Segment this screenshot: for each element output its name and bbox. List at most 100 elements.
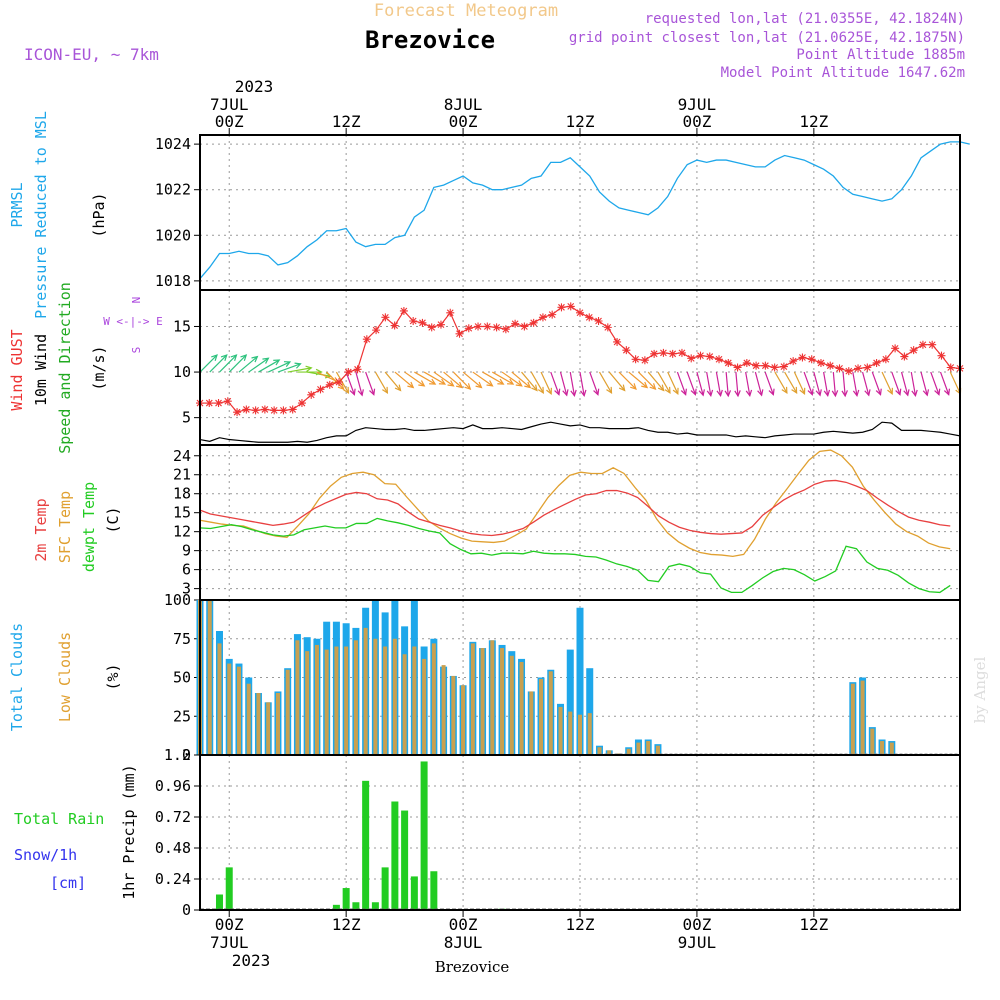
wind-arrow-shaft-76 bbox=[939, 371, 950, 395]
wind-arrow-head-37 bbox=[562, 389, 569, 397]
bottom-year: 2023 bbox=[232, 951, 271, 970]
wind-arrow-shaft-67 bbox=[852, 371, 858, 396]
wind-unit: (m/s) bbox=[90, 345, 108, 390]
wind-arrow-head-16 bbox=[357, 389, 364, 397]
wind-arrow-49 bbox=[676, 371, 687, 396]
plot-area: 1018102010221024510153691215182124025507… bbox=[155, 95, 970, 952]
top-time-label-5: 12Z bbox=[799, 112, 828, 131]
wind-arrow-head-58 bbox=[768, 388, 775, 396]
compass-we: W <-|-> E bbox=[103, 315, 163, 328]
wind-arrow-shaft-28 bbox=[472, 371, 493, 387]
wind-arrow-68 bbox=[861, 371, 871, 397]
gust-point-67 bbox=[816, 358, 825, 367]
gust-point-23 bbox=[409, 317, 418, 325]
wind-arrow-55 bbox=[734, 372, 741, 398]
rain-bar-18 bbox=[371, 902, 379, 910]
temp-unit: (C) bbox=[104, 506, 122, 533]
wind-arrow-shaft-45 bbox=[638, 371, 656, 390]
pressure-line bbox=[199, 141, 970, 280]
wind-arrow-shaft-62 bbox=[803, 371, 813, 395]
wind-arrow-head-40 bbox=[593, 388, 600, 396]
rain-bar-15 bbox=[342, 888, 350, 910]
wind-label: 10m Wind bbox=[32, 334, 50, 406]
wind-arrow-31 bbox=[501, 371, 523, 387]
wind-arrow-head-49 bbox=[680, 388, 687, 396]
wind-arrow-26 bbox=[452, 371, 472, 390]
dewpt-line bbox=[199, 517, 951, 594]
low-cloud-bar-44 bbox=[626, 748, 631, 755]
rain-bar-21 bbox=[401, 810, 409, 910]
temperature-ytick-label-5: 18 bbox=[173, 485, 191, 503]
low-cloud-bar-8 bbox=[275, 693, 280, 755]
pressure-ytick-label-2: 1022 bbox=[155, 181, 191, 199]
wind-arrow-head-57 bbox=[757, 389, 764, 397]
low-cloud-bar-36 bbox=[548, 671, 553, 755]
low-cloud-bar-25 bbox=[441, 665, 446, 755]
watermark: by Angel bbox=[971, 656, 989, 723]
gust-point-12 bbox=[307, 390, 316, 399]
precip-ytick-label-2: 0.48 bbox=[155, 839, 191, 857]
wind-arrow-44 bbox=[628, 371, 649, 389]
low-cloud-bar-40 bbox=[587, 713, 592, 755]
wind-arrow-head-9 bbox=[305, 365, 313, 372]
wind-arrow-9 bbox=[287, 365, 313, 373]
top-date-label-4: 9JUL bbox=[678, 95, 717, 114]
wind-arrow-head-63 bbox=[815, 389, 822, 397]
wind-arrow-head-74 bbox=[922, 389, 930, 397]
gust-point-64 bbox=[789, 357, 798, 366]
gust-point-17 bbox=[353, 365, 362, 374]
wind-arrow-36 bbox=[550, 371, 561, 396]
low-cloud-bar-38 bbox=[568, 711, 573, 755]
gust-point-13 bbox=[316, 385, 325, 394]
wind-arrow-shaft-42 bbox=[608, 371, 626, 391]
low-cloud-bar-33 bbox=[519, 662, 524, 755]
top-time-label-2: 00Z bbox=[449, 112, 478, 131]
low-cloud-bar-10 bbox=[295, 640, 300, 755]
wind-arrow-head-6 bbox=[273, 359, 281, 366]
wind-arrow-7 bbox=[267, 361, 292, 373]
gust-point-28 bbox=[455, 329, 464, 338]
low-cloud-bar-14 bbox=[334, 646, 339, 755]
gust-point-6 bbox=[251, 406, 260, 415]
gust-point-81 bbox=[946, 363, 955, 372]
wind-arrow-shaft-26 bbox=[452, 371, 471, 390]
wind-arrow-29 bbox=[482, 371, 505, 385]
compass-s: S bbox=[130, 347, 143, 354]
temperature-ytick-label-0: 3 bbox=[182, 580, 191, 598]
wind-arrow-shaft-64 bbox=[822, 371, 829, 396]
gust-line bbox=[200, 305, 961, 413]
gust-point-45 bbox=[613, 337, 622, 346]
wind-arrow-head-60 bbox=[791, 386, 798, 394]
wind-arrow-shaft-39 bbox=[579, 371, 585, 396]
low-clouds-label: Low Clouds bbox=[56, 632, 74, 722]
bottom-time-label-2: 00Z bbox=[449, 915, 478, 934]
wind-arrow-head-30 bbox=[507, 378, 515, 385]
low-cloud-bar-9 bbox=[285, 669, 290, 755]
wind-arrow-shaft-5 bbox=[248, 357, 269, 373]
wind-arrow-34 bbox=[530, 371, 544, 394]
wind-arrow-30 bbox=[492, 371, 515, 385]
wind-arrow-shaft-29 bbox=[482, 371, 504, 385]
wind-arrow-shaft-49 bbox=[676, 371, 687, 395]
low-cloud-bar-12 bbox=[314, 644, 319, 755]
rain-bar-19 bbox=[381, 867, 389, 910]
wind-arrow-head-23 bbox=[438, 378, 447, 385]
wind-arrow-52 bbox=[706, 371, 714, 397]
wind-arrow-head-0 bbox=[211, 354, 218, 361]
wind-arrow-72 bbox=[900, 371, 910, 397]
total-clouds-label: Total Clouds bbox=[8, 623, 26, 731]
low-cloud-bar-1 bbox=[207, 600, 212, 755]
wind-arrow-head-21 bbox=[418, 380, 426, 387]
low-cloud-bar-3 bbox=[227, 663, 232, 755]
bottom-date-label-2: 8JUL bbox=[444, 933, 483, 952]
wind-arrow-64 bbox=[822, 371, 831, 397]
rain-bar-20 bbox=[391, 801, 399, 910]
forecast-title: Forecast Meteogram bbox=[374, 1, 558, 21]
gust-point-61 bbox=[761, 361, 770, 370]
gust-point-66 bbox=[807, 355, 816, 364]
wind-arrow-5 bbox=[248, 357, 270, 373]
wind-arrow-head-7 bbox=[283, 361, 292, 368]
wind-arrow-shaft-60 bbox=[784, 371, 798, 394]
wind-arrow-head-72 bbox=[903, 389, 910, 397]
wind-arrow-shaft-57 bbox=[754, 371, 763, 396]
